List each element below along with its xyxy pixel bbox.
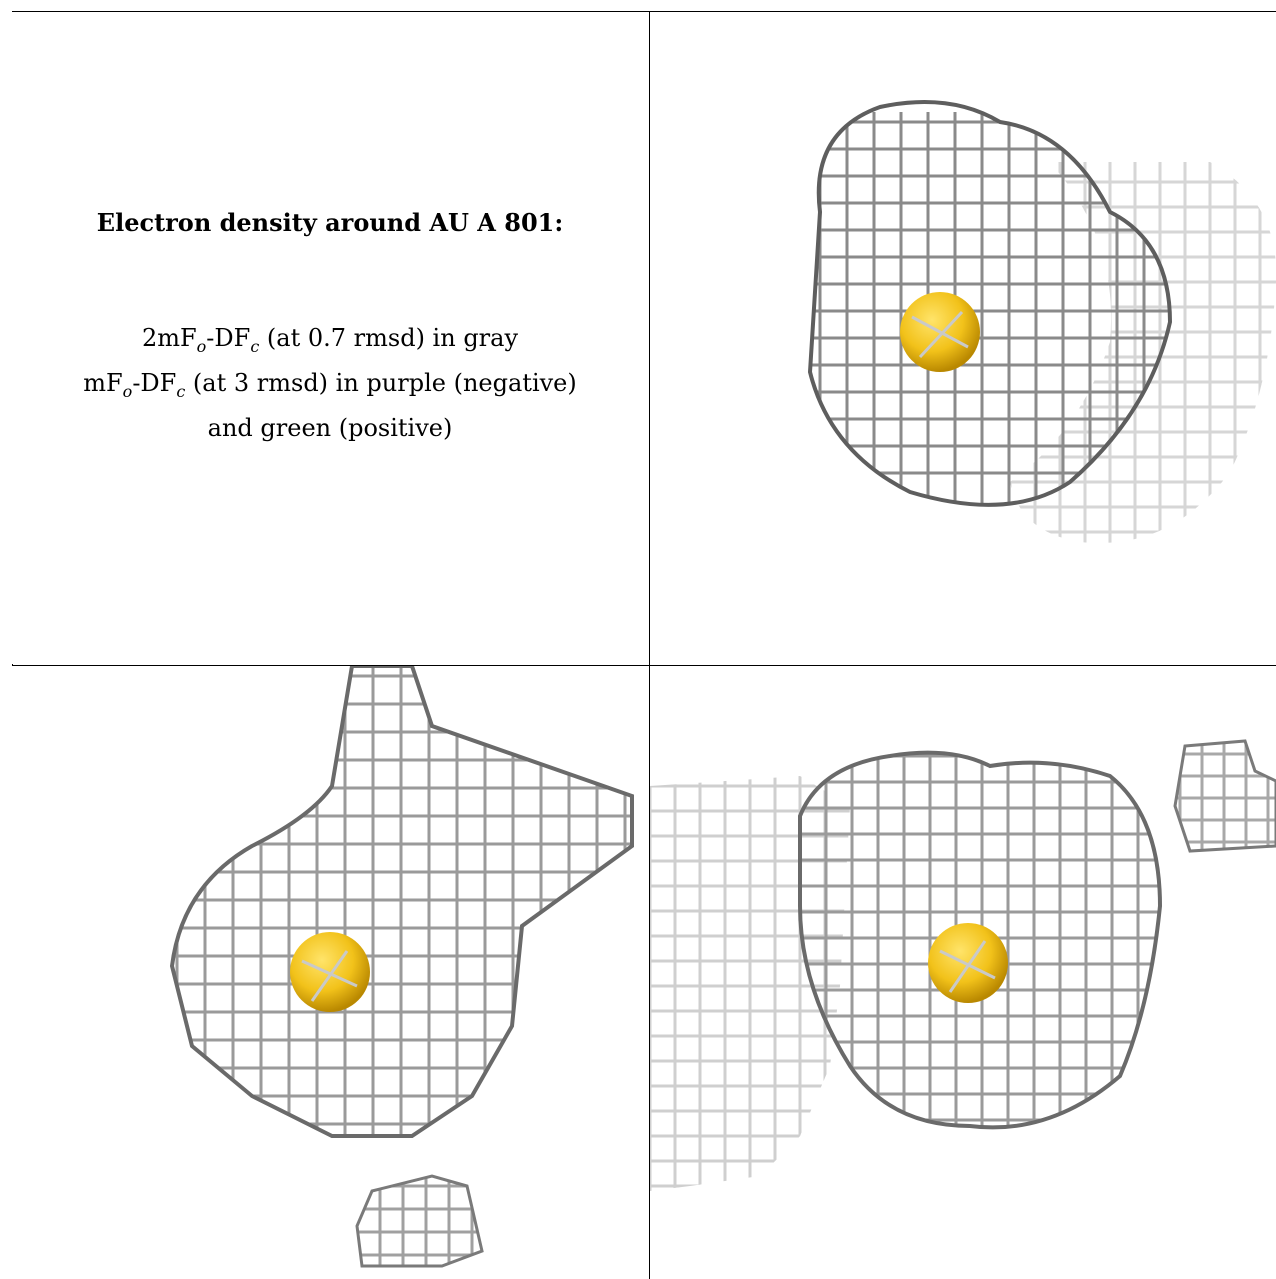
mesh-small-fragment xyxy=(357,1176,482,1266)
grid-line-middle xyxy=(12,665,1276,666)
atom-overlay-mesh xyxy=(939,940,996,993)
mesh-outline xyxy=(798,750,1163,1130)
caption-cell: Electron density around AU A 801: 2mFo-D… xyxy=(12,12,648,664)
fragment-outline xyxy=(1173,739,1276,853)
density-mesh-bottom-left xyxy=(169,666,634,1268)
mesh-front-lobe xyxy=(810,112,1170,505)
caption-line-3: and green (positive) xyxy=(207,413,453,442)
mesh-outline xyxy=(169,666,634,1138)
density-panel-bottom-right xyxy=(650,666,1276,1279)
atom-overlay-mesh xyxy=(301,950,358,1002)
mesh-small-fragment xyxy=(1175,741,1276,851)
density-panel-bottom-left xyxy=(12,666,648,1279)
gold-atom xyxy=(928,923,1008,1003)
grid-line-center xyxy=(649,12,650,1279)
grid-line-top xyxy=(12,11,1276,12)
mesh-left-lobe xyxy=(650,776,850,1191)
mesh-outline xyxy=(807,100,1173,507)
caption-title: Electron density around AU A 801: xyxy=(96,208,564,237)
caption-line-2: mFo-DFc (at 3 rmsd) in purple (negative) xyxy=(83,368,577,401)
caption-line-1: 2mFo-DFc (at 0.7 rmsd) in gray xyxy=(141,324,519,356)
atom-overlay-mesh xyxy=(911,310,969,359)
caption-lines: 2mFo-DFc (at 0.7 rmsd) in gray mFo-DFc (… xyxy=(12,320,648,447)
density-mesh-bottom-right xyxy=(650,739,1276,1191)
density-panel-top-right xyxy=(650,12,1276,664)
fragment-outline xyxy=(355,1174,484,1268)
density-mesh-top-right xyxy=(807,100,1276,544)
mesh-main-lobe xyxy=(172,666,632,1136)
gold-atom xyxy=(290,932,370,1012)
